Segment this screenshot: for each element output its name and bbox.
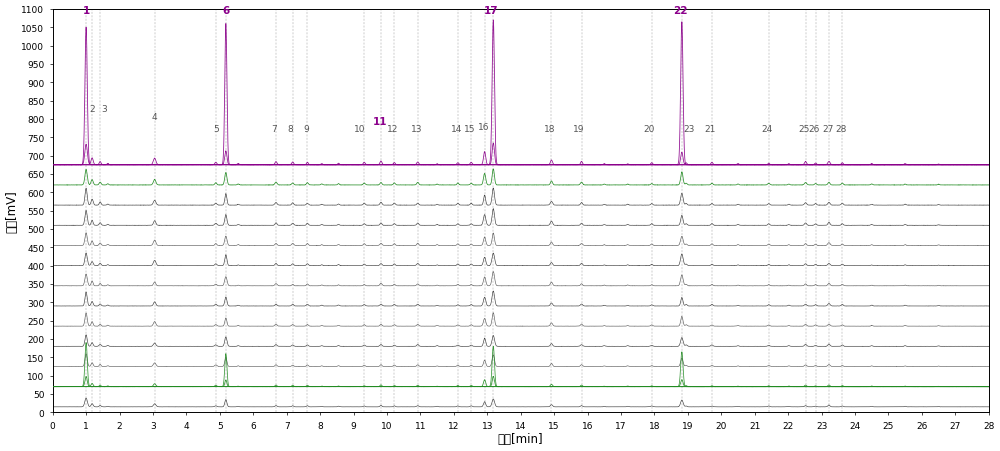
Text: 22: 22 <box>673 6 688 16</box>
Text: 5: 5 <box>213 124 219 133</box>
Text: 27: 27 <box>822 124 833 133</box>
Y-axis label: 信号[mV]: 信号[mV] <box>6 190 19 232</box>
Text: 2: 2 <box>89 105 95 114</box>
Text: 9: 9 <box>303 124 309 133</box>
Text: 7: 7 <box>271 124 277 133</box>
Text: 6: 6 <box>222 6 229 16</box>
Text: 23: 23 <box>684 124 695 133</box>
Text: 25: 25 <box>799 124 810 133</box>
Text: 1: 1 <box>82 6 90 16</box>
Text: 16: 16 <box>478 122 489 131</box>
Text: 3: 3 <box>102 105 107 114</box>
Text: 14: 14 <box>451 124 462 133</box>
Text: 12: 12 <box>387 124 399 133</box>
X-axis label: 时间[min]: 时间[min] <box>498 433 544 446</box>
Text: 28: 28 <box>835 124 847 133</box>
Text: 18: 18 <box>544 124 556 133</box>
Text: 15: 15 <box>464 124 476 133</box>
Text: 21: 21 <box>704 124 715 133</box>
Text: 13: 13 <box>411 124 422 133</box>
Text: 19: 19 <box>572 124 584 133</box>
Text: 26: 26 <box>809 124 820 133</box>
Text: 20: 20 <box>644 124 655 133</box>
Text: 17: 17 <box>484 6 499 16</box>
Text: 8: 8 <box>288 124 294 133</box>
Text: 24: 24 <box>762 124 773 133</box>
Text: 11: 11 <box>372 116 387 126</box>
Text: 10: 10 <box>354 124 365 133</box>
Text: 4: 4 <box>152 112 157 121</box>
